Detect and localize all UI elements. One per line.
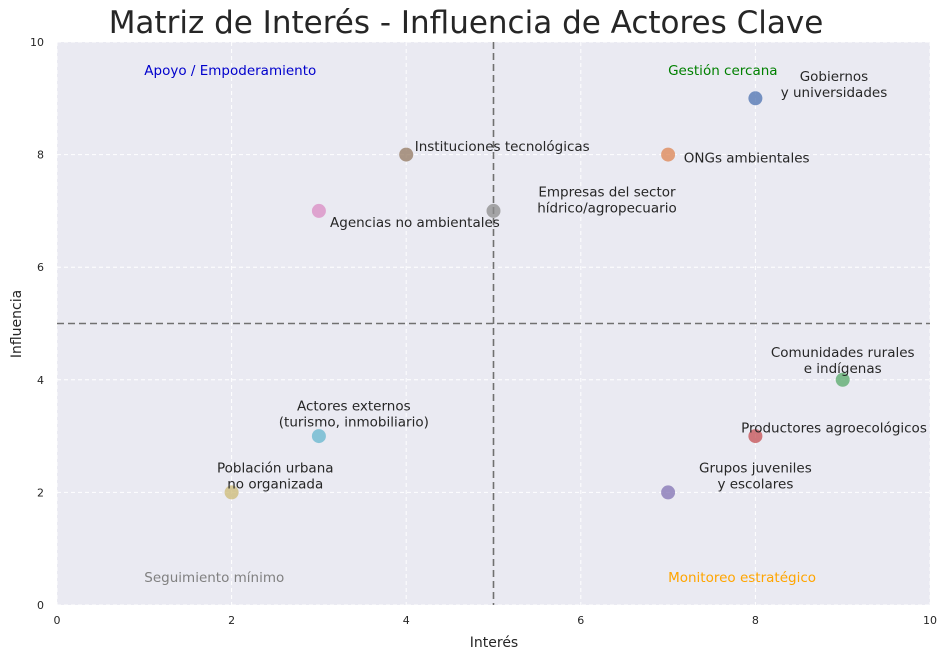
x-tick-label: 4 xyxy=(403,614,410,627)
y-tick-label: 0 xyxy=(37,599,44,612)
point-label: Agencias no ambientales xyxy=(330,215,500,231)
point-label-line: Agencias no ambientales xyxy=(330,215,500,231)
data-point xyxy=(311,429,326,444)
x-tick-label: 8 xyxy=(752,614,759,627)
point-label: Población urbana no organizada xyxy=(217,461,334,493)
quadrant-label: Gestión cercana xyxy=(668,63,777,79)
point-label-line: y universidades xyxy=(781,85,888,101)
point-label-line: Grupos juveniles xyxy=(699,461,812,477)
point-label-line: hídrico/agropecuario xyxy=(537,201,676,217)
point-label-line: (turismo, inmobiliario) xyxy=(279,415,429,431)
y-axis-label: Influencia xyxy=(9,290,25,358)
point-label: Productores agroecológicos xyxy=(741,421,927,437)
point-label: Actores externos (turismo, inmobiliario) xyxy=(279,399,429,431)
point-labels: Gobiernos y universidades ONGs ambientales… xyxy=(217,69,927,492)
point-label-line: ONGs ambientales xyxy=(684,150,810,166)
data-point xyxy=(748,91,763,106)
y-tick-label: 2 xyxy=(37,486,44,499)
point-label-line: Comunidades rurales xyxy=(771,345,915,361)
x-axis-label: Interés xyxy=(470,635,518,651)
quadrant-label: Apoyo / Empoderamiento xyxy=(144,63,316,79)
x-tick-label: 6 xyxy=(577,614,584,627)
data-points xyxy=(224,91,850,500)
point-label-line: Actores externos xyxy=(297,399,411,415)
point-label-line: e indígenas xyxy=(804,361,882,377)
y-tick-label: 8 xyxy=(37,149,44,162)
point-label: ONGs ambientales xyxy=(684,150,810,166)
data-point xyxy=(311,203,326,218)
y-tick-label: 10 xyxy=(30,36,44,49)
quadrant-dividers xyxy=(57,42,930,605)
point-label-line: Población urbana xyxy=(217,461,334,477)
point-label: Instituciones tecnológicas xyxy=(415,139,590,155)
data-point xyxy=(748,429,763,444)
point-label-line: Productores agroecológicos xyxy=(741,421,927,437)
data-point xyxy=(224,485,239,500)
point-label: Grupos juveniles y escolares xyxy=(699,461,812,493)
axis-ticks: 0 2 4 6 8 10 0 2 4 6 8 10 xyxy=(30,36,937,627)
x-tick-label: 10 xyxy=(923,614,937,627)
point-label-line: Gobiernos xyxy=(800,69,869,85)
point-label-line: Empresas del sector xyxy=(538,185,676,201)
point-label-line: y escolares xyxy=(717,477,793,493)
point-label: Comunidades rurales e indígenas xyxy=(771,345,915,377)
data-point xyxy=(661,485,676,500)
point-label: Empresas del sector hídrico/agropecuario xyxy=(537,185,676,217)
quadrant-labels: Apoyo / Empoderamiento Gestión cercana Seg… xyxy=(144,63,816,586)
point-label-line: no organizada xyxy=(227,477,323,493)
quadrant-label: Monitoreo estratégico xyxy=(668,570,816,586)
data-point xyxy=(486,203,501,218)
chart-title: Matriz de Interés - Influencia de Actore… xyxy=(109,5,824,41)
data-point xyxy=(661,147,676,162)
x-tick-label: 0 xyxy=(54,614,61,627)
y-tick-label: 6 xyxy=(37,261,44,274)
data-point xyxy=(399,147,414,162)
quadrant-label: Seguimiento mínimo xyxy=(144,570,284,586)
point-label: Gobiernos y universidades xyxy=(781,69,888,101)
point-label-line: Instituciones tecnológicas xyxy=(415,139,590,155)
x-tick-label: 2 xyxy=(228,614,235,627)
y-tick-label: 4 xyxy=(37,374,44,387)
data-point xyxy=(835,372,850,387)
